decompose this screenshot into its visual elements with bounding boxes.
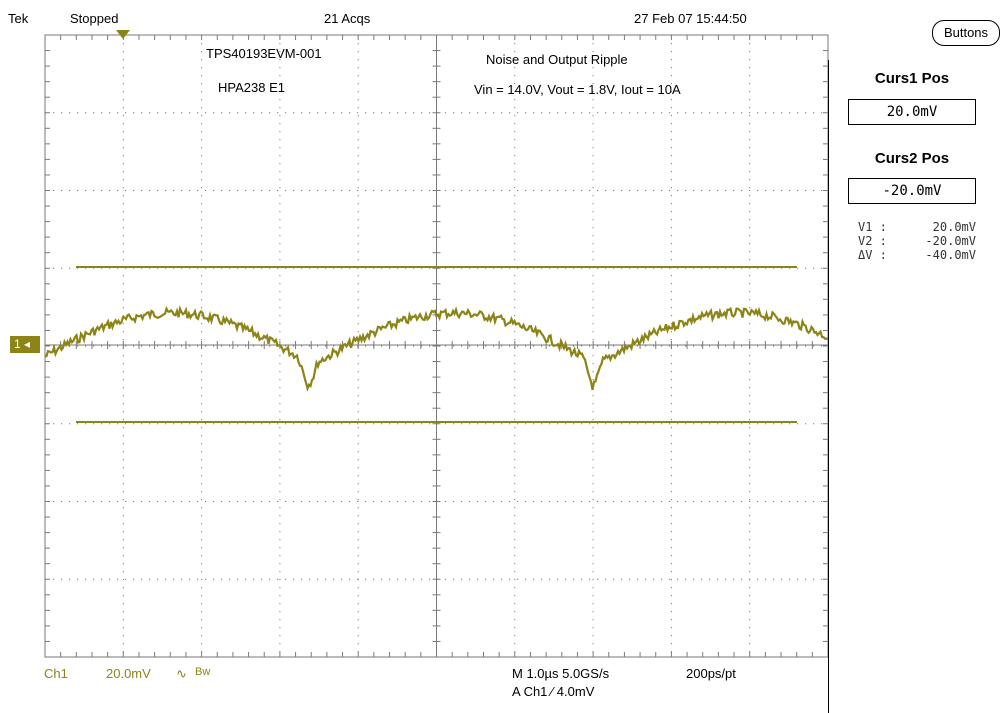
- bandwidth-limit: Bw: [195, 666, 211, 678]
- timebase-readout: M 1.0µs 5.0GS/s: [512, 666, 610, 681]
- cursor-readout-v1: V1 :20.0mV: [858, 220, 976, 234]
- board-rev-label: HPA238 E1: [218, 80, 285, 95]
- acquisition-state: Stopped: [70, 11, 119, 26]
- brand-label: Tek: [8, 11, 29, 26]
- trigger-readout: A Ch1 ⁄ 4.0mV: [512, 684, 595, 699]
- curs2-title: Curs2 Pos: [874, 150, 950, 167]
- cursor-readout-v2: V2 : -20.0mV: [858, 234, 976, 248]
- measurement-title: Noise and Output Ripple: [486, 52, 628, 67]
- timestamp: 27 Feb 07 15:44:50: [634, 11, 747, 26]
- curs1-value-box[interactable]: 20.0mV: [848, 99, 976, 125]
- acquisition-count: 21 Acqs: [324, 11, 371, 26]
- side-panel-divider: [828, 60, 829, 713]
- curs2-value-box[interactable]: -20.0mV: [848, 178, 976, 204]
- curs1-title: Curs1 Pos: [874, 70, 950, 87]
- channel-label: Ch1: [44, 666, 68, 681]
- cursor-readout-delta: ΔV : -40.0mV: [858, 248, 976, 262]
- buttons-button[interactable]: Buttons: [932, 20, 1000, 46]
- channel1-marker[interactable]: 1 ◂: [10, 336, 40, 353]
- volts-per-div: 20.0mV: [106, 666, 151, 681]
- trigger-position-icon: [116, 30, 130, 39]
- record-resolution: 200ps/pt: [686, 666, 736, 681]
- coupling-icon: ∿: [176, 666, 187, 681]
- test-conditions: Vin = 14.0V, Vout = 1.8V, Iout = 10A: [474, 82, 681, 97]
- grid-lines: [44, 34, 829, 658]
- waveform-trace: [44, 305, 829, 392]
- board-id-label: TPS40193EVM-001: [206, 46, 322, 61]
